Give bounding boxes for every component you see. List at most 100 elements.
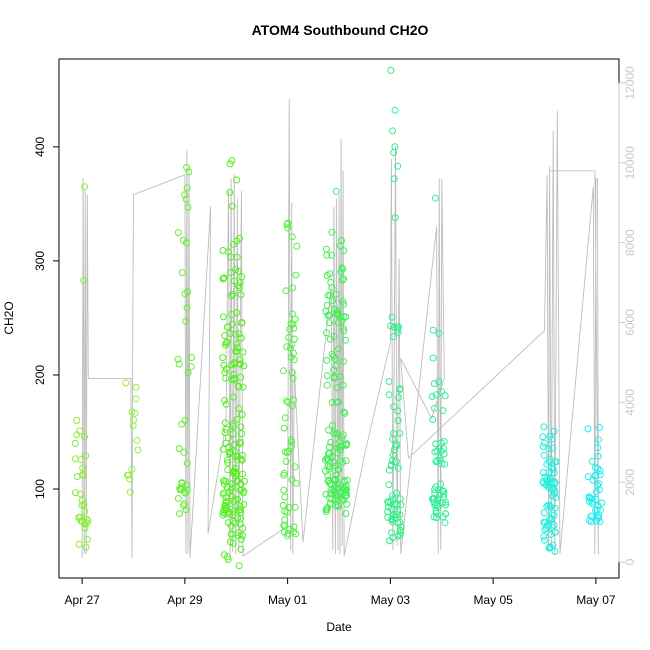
data-point (436, 456, 444, 464)
data-point (224, 459, 232, 467)
data-point (228, 480, 236, 488)
data-point (395, 393, 402, 401)
data-point (221, 419, 229, 427)
data-point (236, 360, 243, 368)
data-point (540, 509, 548, 517)
data-point (287, 436, 295, 444)
y-axis-label: CH2O (2, 301, 16, 334)
data-point (230, 441, 238, 449)
data-point (541, 526, 549, 533)
data-point (336, 437, 344, 445)
data-point (225, 488, 233, 496)
data-point (388, 313, 396, 321)
y2-tick-label: 12000 (623, 66, 637, 100)
data-point (75, 540, 83, 548)
data-point (394, 417, 402, 424)
data-point (336, 373, 344, 380)
data-point (283, 532, 291, 540)
data-point (235, 267, 242, 275)
data-point (221, 429, 229, 436)
data-point (229, 290, 237, 298)
data-point (234, 477, 242, 484)
data-point (238, 430, 246, 438)
data-point (587, 518, 595, 526)
data-point (219, 354, 227, 362)
data-point (181, 417, 189, 424)
data-point (80, 276, 88, 284)
data-point (341, 409, 349, 417)
data-point (240, 477, 248, 485)
data-point (332, 471, 340, 479)
data-point (238, 319, 246, 326)
data-point (224, 556, 232, 563)
data-point (595, 480, 603, 488)
data-point (229, 423, 237, 430)
data-point (322, 245, 330, 253)
data-point (596, 467, 604, 475)
data-point (237, 373, 245, 381)
data-point (292, 271, 300, 279)
data-point (230, 371, 238, 378)
data-point (588, 457, 596, 465)
data-point (184, 288, 192, 296)
data-point (592, 488, 600, 496)
data-point (238, 411, 246, 418)
data-point (390, 403, 398, 411)
data-point (128, 465, 136, 473)
data-point (222, 339, 230, 347)
data-point (239, 348, 247, 356)
data-point (397, 501, 405, 509)
data-point (222, 400, 230, 408)
data-point (330, 332, 338, 340)
data-point (229, 430, 237, 438)
data-point (82, 452, 90, 460)
data-point (331, 494, 339, 502)
data-point (220, 505, 228, 513)
data-point (330, 459, 338, 467)
data-point (543, 477, 551, 485)
data-point (235, 562, 243, 570)
data-point (239, 383, 247, 391)
data-point (290, 528, 297, 536)
data-point (332, 430, 340, 438)
data-point (322, 307, 330, 315)
data-point (82, 543, 90, 551)
altitude-line (81, 98, 599, 559)
data-point (332, 290, 340, 298)
data-point (184, 203, 192, 211)
data-point (429, 416, 437, 424)
data-point (324, 312, 332, 319)
data-point (388, 505, 396, 513)
data-point (342, 336, 349, 344)
data-point (188, 354, 196, 361)
data-point (285, 447, 293, 455)
data-point (322, 506, 330, 514)
x-tick-label: May 03 (371, 593, 411, 607)
data-point (337, 313, 345, 321)
data-point (547, 531, 555, 538)
data-point (71, 439, 79, 447)
data-point (431, 448, 439, 456)
data-point (290, 356, 298, 364)
data-point (539, 433, 547, 441)
data-point (176, 486, 184, 494)
y2-tick-label: 6000 (623, 309, 637, 336)
data-point (220, 551, 228, 559)
data-point (327, 489, 335, 497)
data-point (221, 397, 229, 404)
data-point (283, 508, 291, 516)
data-point (221, 510, 229, 517)
data-point (596, 424, 603, 431)
data-point (340, 357, 347, 365)
data-point (324, 455, 332, 462)
data-point (387, 322, 395, 330)
data-point (328, 422, 336, 429)
data-point (228, 311, 236, 318)
data-point (390, 149, 398, 156)
data-point (340, 408, 348, 416)
data-point (340, 496, 348, 504)
data-point (231, 360, 238, 368)
data-point (435, 502, 443, 510)
data-point (178, 479, 186, 487)
data-point (292, 479, 300, 487)
